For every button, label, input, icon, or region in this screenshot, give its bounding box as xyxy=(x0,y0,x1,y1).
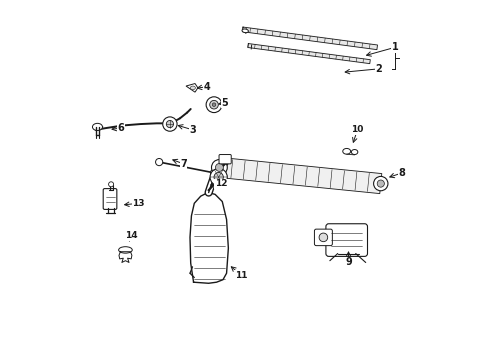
Circle shape xyxy=(210,168,227,186)
Circle shape xyxy=(211,159,227,175)
Circle shape xyxy=(373,176,387,191)
Text: 2: 2 xyxy=(375,64,382,74)
Circle shape xyxy=(166,121,173,128)
Polygon shape xyxy=(247,44,369,64)
Circle shape xyxy=(319,233,327,242)
Ellipse shape xyxy=(119,247,132,253)
FancyBboxPatch shape xyxy=(219,154,231,164)
Polygon shape xyxy=(242,27,377,50)
Ellipse shape xyxy=(190,86,195,90)
Circle shape xyxy=(206,97,222,113)
Circle shape xyxy=(163,117,177,131)
Circle shape xyxy=(376,180,384,187)
Polygon shape xyxy=(185,84,198,92)
Polygon shape xyxy=(218,157,381,194)
Ellipse shape xyxy=(242,29,248,33)
Text: 6: 6 xyxy=(117,123,124,133)
Text: 4: 4 xyxy=(203,82,210,92)
Circle shape xyxy=(155,158,163,166)
Circle shape xyxy=(209,100,218,109)
Text: 1: 1 xyxy=(391,42,398,52)
Circle shape xyxy=(215,163,223,171)
Text: 14: 14 xyxy=(125,231,138,240)
FancyBboxPatch shape xyxy=(314,229,332,246)
Polygon shape xyxy=(190,193,228,283)
Text: 5: 5 xyxy=(221,98,228,108)
Text: 12: 12 xyxy=(215,179,227,188)
Circle shape xyxy=(210,169,217,176)
Ellipse shape xyxy=(92,123,102,131)
Circle shape xyxy=(212,103,215,107)
Text: 9: 9 xyxy=(345,257,351,267)
FancyBboxPatch shape xyxy=(325,224,367,256)
FancyBboxPatch shape xyxy=(103,189,117,210)
Text: 13: 13 xyxy=(132,199,144,208)
Text: 7: 7 xyxy=(180,159,186,169)
Circle shape xyxy=(108,182,113,187)
Ellipse shape xyxy=(342,148,350,154)
Text: 11: 11 xyxy=(234,270,246,279)
Text: 10: 10 xyxy=(350,125,363,134)
Ellipse shape xyxy=(351,149,357,154)
Text: 3: 3 xyxy=(189,125,196,135)
Circle shape xyxy=(214,172,223,182)
Text: 8: 8 xyxy=(398,168,405,178)
